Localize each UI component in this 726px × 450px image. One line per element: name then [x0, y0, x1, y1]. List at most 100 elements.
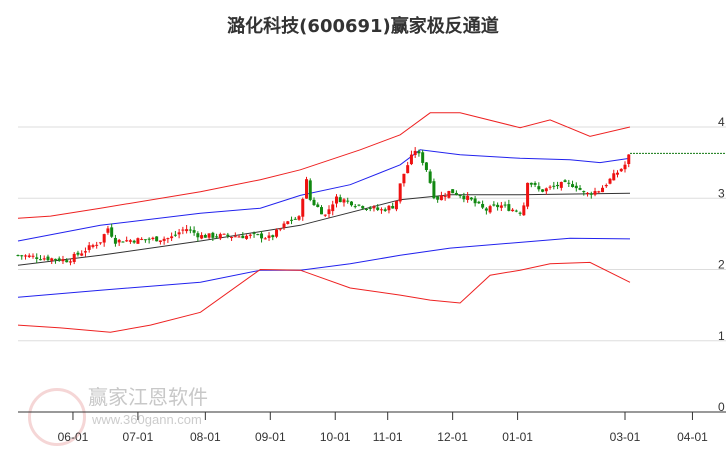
- candle-body: [428, 171, 432, 183]
- candle-body: [83, 251, 87, 253]
- candle: [529, 182, 533, 188]
- candle-body: [185, 229, 189, 232]
- candle-body: [364, 208, 368, 210]
- candle: [245, 234, 249, 240]
- candle: [95, 241, 99, 249]
- band-middle: [17, 192, 631, 266]
- candle: [578, 185, 582, 191]
- candle: [394, 200, 398, 212]
- candle-body: [334, 196, 338, 204]
- candle-body: [383, 209, 387, 211]
- candle-body: [604, 185, 608, 187]
- candle-body: [612, 173, 616, 181]
- candle: [61, 255, 65, 264]
- candle-body: [417, 151, 421, 154]
- candle-body: [211, 232, 215, 238]
- candle: [188, 226, 192, 234]
- candle: [372, 205, 376, 212]
- candle-body: [424, 162, 428, 171]
- candle-body: [65, 260, 69, 263]
- candle-body: [541, 189, 545, 192]
- candle-body: [398, 183, 402, 202]
- candle-body: [143, 239, 147, 241]
- candle-body: [20, 255, 24, 257]
- candle-body: [286, 221, 290, 224]
- candle: [192, 226, 196, 236]
- candle-body: [518, 212, 522, 214]
- candle-body: [421, 152, 425, 163]
- candle-body: [267, 235, 271, 238]
- y-tick-label: 1: [718, 329, 725, 343]
- x-tick-label: 03-01: [610, 430, 641, 444]
- candle-body: [125, 240, 129, 242]
- candle: [38, 255, 42, 261]
- candle: [586, 192, 590, 197]
- candle: [271, 234, 275, 241]
- candle-body: [567, 182, 571, 184]
- candle-body: [368, 208, 372, 210]
- candle: [488, 204, 492, 214]
- candle: [376, 204, 380, 212]
- candle: [158, 240, 162, 245]
- candle-body: [563, 180, 567, 182]
- candle: [439, 191, 443, 201]
- candle-body: [162, 238, 166, 241]
- candle: [125, 236, 129, 242]
- candle-body: [338, 197, 342, 203]
- candle-body: [402, 173, 406, 184]
- candle: [462, 192, 466, 203]
- candle-body: [16, 255, 20, 257]
- candle: [278, 228, 282, 232]
- candle-body: [578, 188, 582, 190]
- candle-body: [31, 255, 35, 257]
- candle: [391, 202, 395, 209]
- candle-body: [192, 230, 196, 233]
- candles: [16, 147, 631, 266]
- candle: [361, 205, 365, 210]
- candle: [233, 232, 237, 238]
- candle-body: [342, 199, 346, 203]
- y-tick-label: 2: [718, 258, 725, 272]
- candle: [57, 256, 61, 262]
- candle: [65, 258, 69, 263]
- candle: [166, 237, 170, 243]
- candle: [544, 187, 548, 195]
- candle: [203, 233, 207, 238]
- candle: [53, 258, 57, 264]
- candle: [282, 221, 286, 230]
- candle-body: [492, 204, 496, 206]
- candle-body: [297, 216, 301, 220]
- candle: [387, 204, 391, 214]
- candle: [619, 168, 623, 173]
- candle-body: [282, 223, 286, 228]
- candle: [155, 236, 159, 242]
- candle: [481, 200, 485, 210]
- candle: [248, 233, 252, 239]
- candle: [447, 190, 451, 199]
- candle: [185, 225, 189, 234]
- candle: [492, 201, 496, 207]
- candle: [357, 204, 361, 207]
- candle-body: [316, 204, 320, 208]
- candle-body: [589, 193, 593, 195]
- candle-body: [597, 191, 601, 193]
- candle-body: [275, 229, 279, 237]
- candle-body: [207, 233, 211, 238]
- candle: [177, 228, 181, 239]
- candle-body: [346, 200, 350, 202]
- candle: [132, 239, 136, 244]
- y-tick-label: 0: [718, 400, 725, 414]
- candle-body: [357, 204, 361, 206]
- candle-body: [481, 203, 485, 208]
- candle-body: [593, 191, 597, 195]
- candle-body: [57, 258, 61, 261]
- candle-body: [627, 154, 631, 165]
- candle: [406, 161, 410, 174]
- candle-body: [181, 229, 185, 231]
- candle-body: [522, 205, 526, 216]
- candle-body: [499, 205, 503, 208]
- candle-body: [451, 189, 455, 194]
- candle: [222, 233, 226, 235]
- x-tick-label: 10-01: [320, 430, 351, 444]
- chart-title: 潞化科技(600691)赢家极反通道: [227, 16, 499, 37]
